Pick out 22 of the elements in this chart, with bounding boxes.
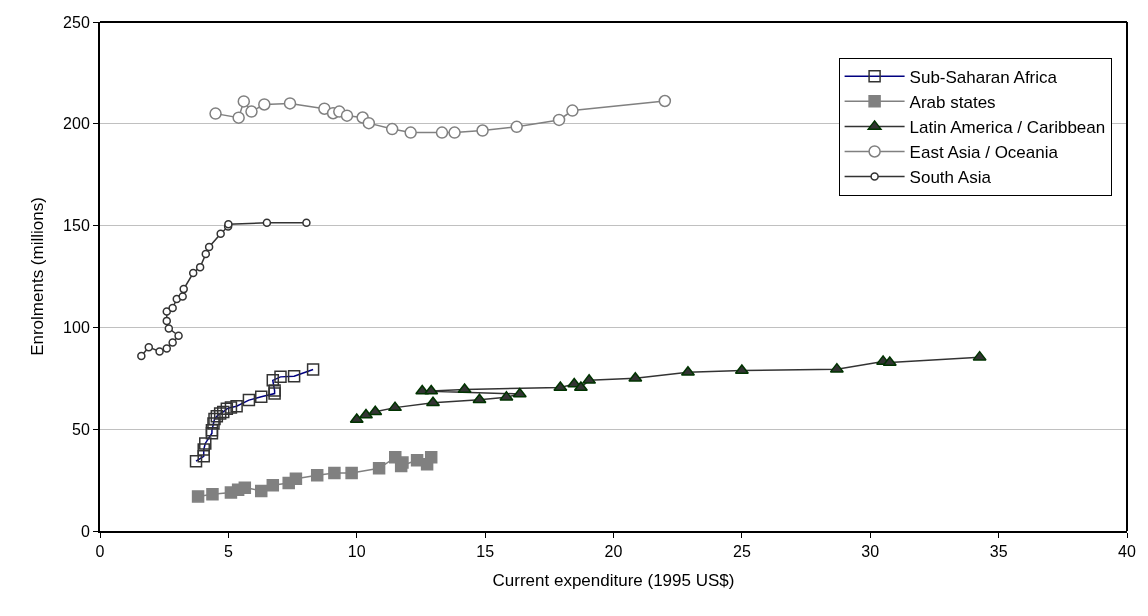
legend-label: Arab states — [909, 92, 996, 112]
x-tick-label: 20 — [604, 543, 623, 561]
y-tick-label: 50 — [72, 420, 90, 438]
x-axis-title: Current expenditure (1995 US$) — [492, 571, 735, 591]
x-tick-label: 30 — [861, 543, 880, 561]
legend-label: Sub-Saharan Africa — [909, 67, 1058, 87]
legend-label: Latin America / Caribbean — [909, 118, 1106, 138]
y-tick-label: 150 — [63, 217, 90, 235]
x-tick-label: 0 — [95, 543, 105, 561]
y-tick-label: 100 — [63, 319, 90, 336]
y-tick-label: 250 — [63, 13, 90, 31]
y-axis-title: Enrolments (millions) — [28, 197, 48, 356]
x-tick-label: 5 — [223, 543, 233, 561]
x-tick-label: 25 — [732, 543, 751, 561]
x-tick-label: 10 — [347, 543, 366, 561]
x-tick-label: 40 — [1118, 543, 1136, 561]
y-tick-label: 0 — [80, 522, 90, 540]
legend-label: South Asia — [909, 168, 992, 188]
x-tick-label: 35 — [989, 543, 1008, 561]
legend-label: East Asia / Oceania — [909, 143, 1059, 163]
x-tick-label: 15 — [476, 543, 495, 561]
y-tick-label: 200 — [63, 115, 90, 133]
